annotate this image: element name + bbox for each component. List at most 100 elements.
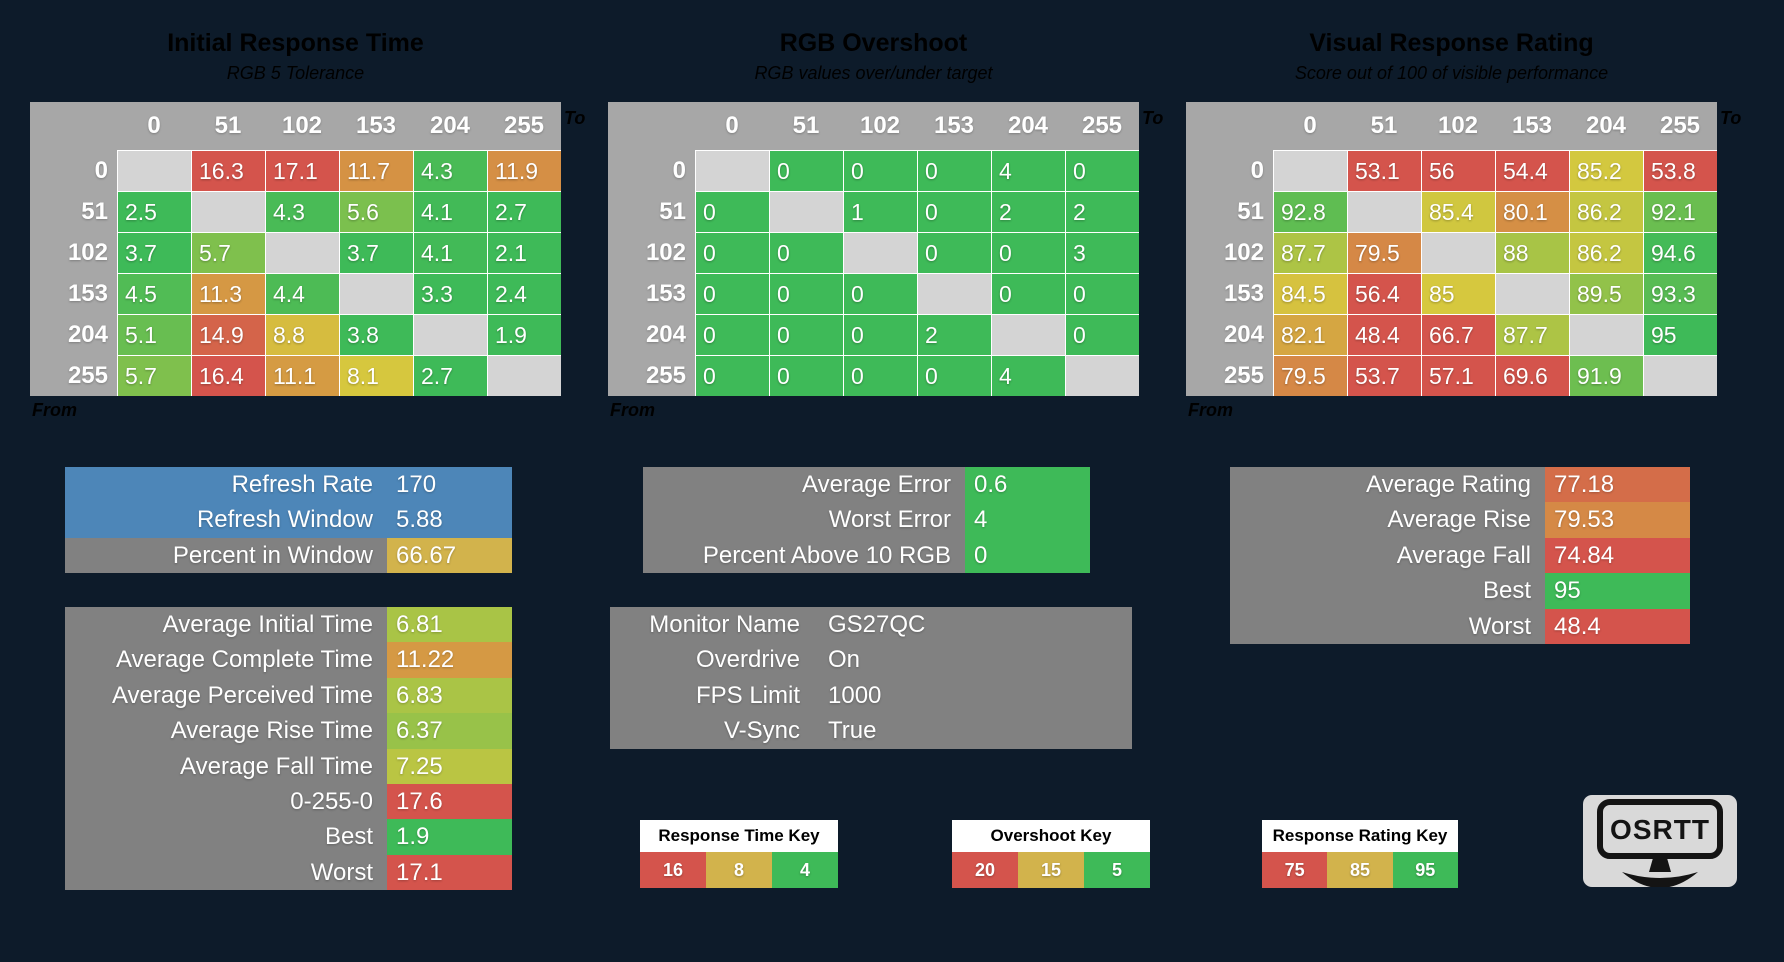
cell-0-to-51: 16.3 xyxy=(192,151,265,191)
summary-row-average-error: Average Error 0.6 xyxy=(643,467,1090,503)
key-stop-20: 20 xyxy=(952,852,1018,888)
chart-title: RGB Overshoot xyxy=(779,29,968,57)
key-stops: 75 85 95 xyxy=(1262,852,1458,888)
row-label-255: 255 xyxy=(67,362,108,389)
cell-0-to-153: 0 xyxy=(918,151,991,191)
cell-255-to-0: 5.7 xyxy=(118,356,191,396)
cell-204-to-102: 0 xyxy=(844,315,917,355)
cell-102-to-255: 3 xyxy=(1066,233,1139,273)
cell-204-to-51: 14.9 xyxy=(192,315,265,355)
cell-102-to-51: 79.5 xyxy=(1348,233,1421,273)
summary-row-percent-in-window: Percent in Window 66.67 xyxy=(65,537,512,574)
cell-0-to-255: 53.8 xyxy=(1644,151,1717,191)
cell-255-to-102: 11.1 xyxy=(266,356,339,396)
cell-102-to-153: 0 xyxy=(918,233,991,273)
axis-label-to: To xyxy=(564,108,586,128)
cell-255-to-255 xyxy=(1644,356,1717,396)
cell-102-to-0: 87.7 xyxy=(1274,233,1347,273)
cell-102-to-255: 2.1 xyxy=(488,233,561,273)
heatmap-body: 0 51 102 153 204 255 53.1 56 54.4 85.2 53.8 92.8 85.… xyxy=(1186,150,1717,396)
cell-153-to-102: 85 xyxy=(1422,274,1495,314)
summary-row-0-255-0: 0-255-0 17.6 xyxy=(65,783,512,820)
cell-153-to-102: 4.4 xyxy=(266,274,339,314)
cell-255-to-153: 8.1 xyxy=(340,356,413,396)
cell-0-to-255: 0 xyxy=(1066,151,1139,191)
summary-row-refresh-rate: Refresh Rate 170 xyxy=(65,467,512,503)
cell-51-to-51 xyxy=(1348,192,1421,232)
cell-51-to-51 xyxy=(192,192,265,232)
summary-label: Percent in Window xyxy=(65,537,387,574)
col-header-255: 255 xyxy=(1081,112,1123,139)
cell-153-to-102: 0 xyxy=(844,274,917,314)
row-label-102: 102 xyxy=(67,239,108,266)
summary-value: 170 xyxy=(396,471,437,498)
cell-255-to-204: 2.7 xyxy=(414,356,487,396)
key-stop-4: 4 xyxy=(772,852,838,888)
summary-label: Refresh Rate xyxy=(231,471,373,498)
summary-value: GS27QC xyxy=(828,611,926,638)
summary-value: 0.6 xyxy=(965,467,1090,503)
heatmap-group-initial-response-time: Initial Response Time RGB 5 Tolerance To… xyxy=(30,28,585,420)
cell-153-to-204: 89.5 xyxy=(1570,274,1643,314)
cell-255-to-255 xyxy=(1066,356,1139,396)
cell-204-to-255: 0 xyxy=(1066,315,1139,355)
cell-51-to-204: 86.2 xyxy=(1570,192,1643,232)
cell-51-to-153: 5.6 xyxy=(340,192,413,232)
row-label-153: 153 xyxy=(1223,280,1264,307)
cell-51-to-0: 92.8 xyxy=(1274,192,1347,232)
cell-204-to-102: 8.8 xyxy=(266,315,339,355)
overshoot-key: Overshoot Key 20 15 5 xyxy=(952,820,1150,888)
cell-204-to-255: 1.9 xyxy=(488,315,561,355)
cell-0-to-51: 0 xyxy=(770,151,843,191)
col-header-102: 102 xyxy=(859,112,901,139)
col-header-51: 51 xyxy=(792,112,820,139)
summary-label: Best xyxy=(1230,573,1545,609)
col-header-0: 0 xyxy=(725,112,739,139)
key-title: Response Time Key xyxy=(640,820,838,852)
row-label-0: 0 xyxy=(672,157,686,184)
summary-row-v-sync: V-Sync True xyxy=(610,713,1132,749)
row-labels: 0 51 102 153 204 255 xyxy=(30,150,117,396)
summary-label: Worst xyxy=(1230,608,1545,644)
col-header-51: 51 xyxy=(214,112,242,139)
cell-255-to-51: 0 xyxy=(770,356,843,396)
summary-value: 6.83 xyxy=(387,677,512,714)
summary-value: 66.67 xyxy=(387,537,512,574)
key-title: Overshoot Key xyxy=(952,820,1150,852)
cell-102-to-51: 0 xyxy=(770,233,843,273)
summary-label: FPS Limit xyxy=(695,681,800,709)
cell-204-to-0: 82.1 xyxy=(1274,315,1347,355)
key-stop-5: 5 xyxy=(1084,852,1150,888)
corner-cell xyxy=(608,102,695,150)
cell-255-to-0: 79.5 xyxy=(1274,356,1347,396)
summary-row-best: Best 95 xyxy=(1230,573,1690,609)
row-label-0: 0 xyxy=(94,157,108,184)
cell-51-to-102: 85.4 xyxy=(1422,192,1495,232)
row-labels: 0 51 102 153 204 255 xyxy=(1186,150,1273,396)
cell-153-to-0: 0 xyxy=(696,274,769,314)
cell-204-to-204 xyxy=(414,315,487,355)
cell-51-to-255: 2 xyxy=(1066,192,1139,232)
summary-value: 11.22 xyxy=(387,642,512,678)
cell-51-to-51 xyxy=(770,192,843,232)
cell-102-to-204: 0 xyxy=(992,233,1065,273)
key-stop-75: 75 xyxy=(1262,852,1328,888)
axis-label-from: From xyxy=(32,400,77,420)
summary-value: 7.25 xyxy=(387,748,512,784)
cell-102-to-0: 3.7 xyxy=(118,233,191,273)
col-header-255: 255 xyxy=(1659,112,1701,139)
chart-subtitle: RGB 5 Tolerance xyxy=(226,63,365,83)
cell-51-to-0: 2.5 xyxy=(118,192,191,232)
cell-102-to-204: 4.1 xyxy=(414,233,487,273)
summary-row-monitor-name: Monitor Name GS27QC xyxy=(610,607,1132,643)
cell-153-to-0: 4.5 xyxy=(118,274,191,314)
summary-row-average-complete-time: Average Complete Time 11.22 xyxy=(65,642,512,678)
cell-102-to-102 xyxy=(844,233,917,273)
cell-51-to-153: 80.1 xyxy=(1496,192,1569,232)
summary-row-average-rating: Average Rating 77.18 xyxy=(1230,467,1690,503)
cell-153-to-0: 84.5 xyxy=(1274,274,1347,314)
summary-value: 79.53 xyxy=(1545,502,1690,538)
summary-row-worst: Worst 48.4 xyxy=(1230,608,1690,644)
cell-153-to-51: 11.3 xyxy=(192,274,265,314)
chart-title: Visual Response Rating xyxy=(1309,29,1594,57)
